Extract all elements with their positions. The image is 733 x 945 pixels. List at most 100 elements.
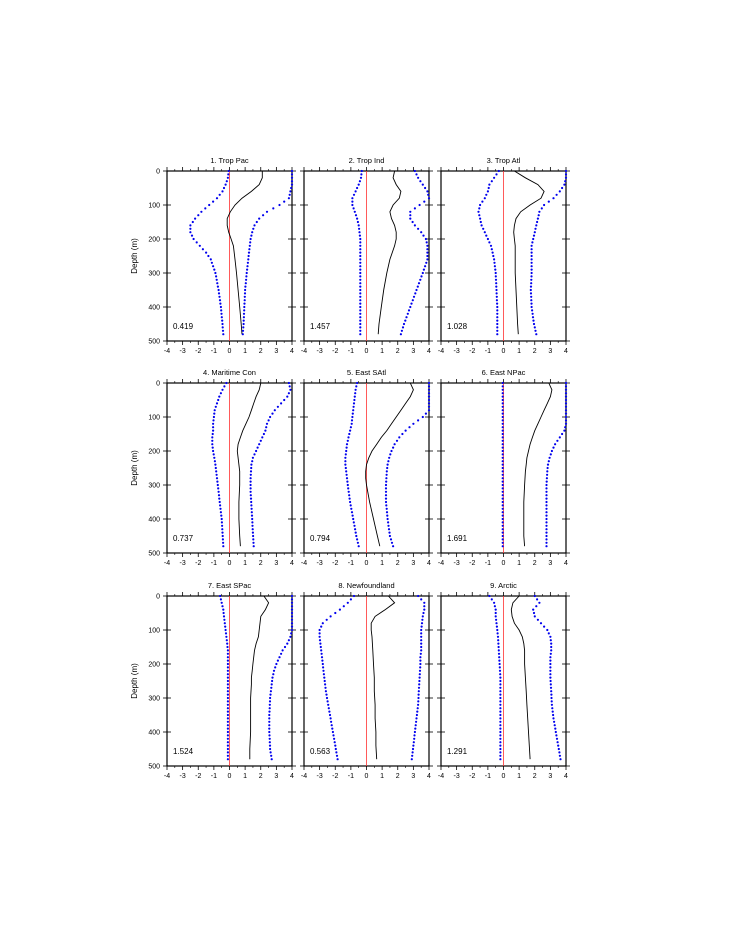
spread-point <box>344 466 347 470</box>
spread-point <box>501 473 504 476</box>
spread-point <box>290 601 294 604</box>
spread-point <box>357 183 360 186</box>
x-tick-label: 3 <box>411 773 415 780</box>
spread-point <box>269 747 272 751</box>
spread-point <box>218 497 221 500</box>
mean-profile-line <box>365 382 414 547</box>
spread-point <box>222 186 226 190</box>
spread-point <box>497 652 501 655</box>
spread-point <box>409 210 412 213</box>
spread-point <box>212 453 215 456</box>
spread-point <box>354 392 357 395</box>
spread-point <box>402 322 406 326</box>
mean-profile-line <box>510 595 531 760</box>
spread-profile-1 <box>211 381 228 548</box>
spread-point <box>349 504 352 507</box>
spread-point <box>564 169 568 173</box>
spread-point <box>252 541 255 544</box>
spread-point <box>213 268 216 271</box>
spread-point <box>496 309 499 312</box>
spread-point <box>530 248 533 251</box>
spread-point <box>220 521 223 524</box>
spread-point <box>356 541 359 544</box>
spread-point <box>221 190 224 193</box>
spread-point <box>532 237 535 241</box>
spread-point <box>359 312 362 315</box>
spread-point <box>268 741 271 744</box>
x-tick-label: 3 <box>274 773 278 780</box>
spread-point <box>418 673 421 676</box>
spread-point <box>392 446 395 449</box>
panel-title: 8. Newfoundland <box>338 581 394 590</box>
spread-point <box>564 419 568 422</box>
spread-point <box>501 538 504 541</box>
spread-point <box>550 693 553 696</box>
spread-point <box>246 265 249 268</box>
spread-point <box>545 521 548 524</box>
spread-point <box>501 392 504 395</box>
spread-point <box>255 449 258 453</box>
spread-point <box>290 594 294 598</box>
spread-point <box>530 295 533 298</box>
spread-point <box>400 329 403 332</box>
spread-profile-1 <box>488 594 502 761</box>
spread-point <box>222 608 225 611</box>
spread-point <box>558 190 561 193</box>
y-axis-label: Depth (m) <box>130 238 139 274</box>
spread-point <box>351 203 354 207</box>
x-tick-label: -3 <box>454 348 460 355</box>
spread-point <box>530 268 533 271</box>
spread-point <box>281 649 284 652</box>
x-tick-label: -4 <box>301 560 307 567</box>
x-tick-label: 2 <box>259 773 263 780</box>
spread-point <box>420 628 423 632</box>
spread-point <box>388 531 391 534</box>
spread-point <box>416 710 419 713</box>
spread-point <box>530 302 533 305</box>
spread-point <box>354 190 357 193</box>
spread-point <box>564 415 568 419</box>
spread-point <box>420 635 423 638</box>
spread-point <box>411 751 414 754</box>
spread-point <box>272 207 275 210</box>
spread-point <box>499 747 502 751</box>
spread-point <box>501 436 504 439</box>
spread-point <box>226 713 229 717</box>
x-tick-label: 3 <box>548 560 552 567</box>
x-tick-label: 4 <box>564 560 568 567</box>
spread-point <box>422 234 425 237</box>
spread-point <box>533 326 536 329</box>
spread-point <box>249 237 252 241</box>
spread-point <box>217 292 221 295</box>
spread-point <box>226 744 229 747</box>
spread-point <box>217 288 220 292</box>
spread-point <box>495 295 498 298</box>
spread-point <box>494 611 497 615</box>
x-tick-label: 1 <box>380 773 384 780</box>
spread-point <box>420 231 423 234</box>
spread-point <box>549 666 552 669</box>
spread-point <box>496 632 499 635</box>
spread-point <box>212 429 215 432</box>
spread-point <box>210 261 213 264</box>
x-tick-label: -1 <box>348 348 354 355</box>
spread-point <box>358 231 361 234</box>
spread-point <box>289 388 292 391</box>
panel-value-label: 1.028 <box>447 322 468 331</box>
spread-point <box>498 656 501 659</box>
spread-point <box>420 645 423 649</box>
spread-point <box>564 388 568 391</box>
spread-point <box>425 261 428 264</box>
spread-point <box>268 700 272 703</box>
panel-value-label: 1.457 <box>310 322 331 331</box>
spread-point <box>426 254 429 258</box>
spread-point <box>479 220 482 224</box>
spread-point <box>477 210 480 213</box>
spread-point <box>271 676 274 679</box>
spread-point <box>532 319 535 322</box>
spread-point <box>215 197 219 200</box>
y-tick-label: 300 <box>148 483 160 490</box>
spread-point <box>338 608 341 611</box>
spread-profile-2 <box>249 381 292 548</box>
spread-point <box>546 628 549 632</box>
